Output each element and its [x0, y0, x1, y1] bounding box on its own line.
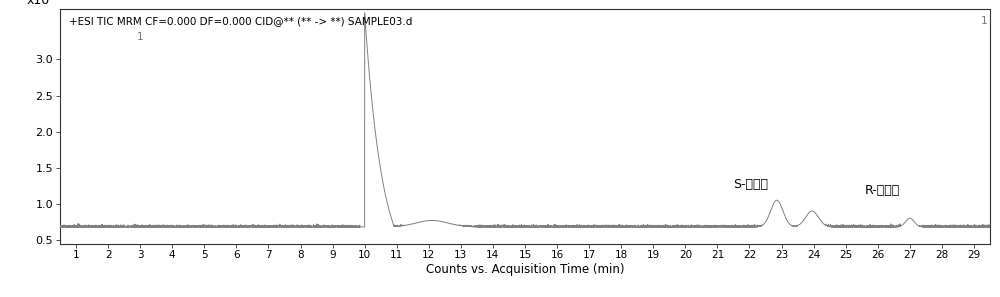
Text: 1: 1 [137, 32, 144, 42]
X-axis label: Counts vs. Acquisition Time (min): Counts vs. Acquisition Time (min) [426, 263, 624, 276]
Text: +ESI TIC MRM CF=0.000 DF=0.000 CID@** (** -> **) SAMPLE03.d: +ESI TIC MRM CF=0.000 DF=0.000 CID@** (*… [69, 16, 413, 26]
Text: 1: 1 [981, 16, 987, 26]
Text: S-降烟猕: S-降烟猕 [733, 178, 768, 191]
Text: x10⁵: x10⁵ [27, 0, 55, 7]
Text: R-降烟猕: R-降烟猕 [865, 184, 900, 197]
